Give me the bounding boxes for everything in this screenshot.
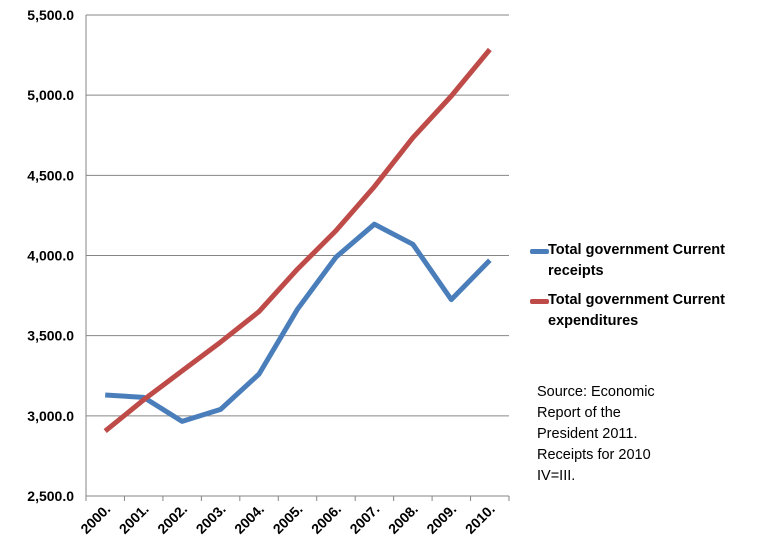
legend-label-receipts: Total government Current receipts [548, 242, 725, 279]
source-note-line: President 2011. [537, 426, 638, 442]
y-tick-label: 3,000.0 [27, 408, 74, 424]
source-note-line: Receipts for 2010 [537, 447, 651, 463]
x-tick-label: 2010. [462, 501, 498, 537]
series-line-expenditures [103, 47, 492, 434]
source-note: Source: Economic Report of the President… [537, 382, 707, 487]
x-tick-label: 2003. [193, 501, 229, 537]
y-tick-label: 3,500.0 [27, 328, 74, 344]
y-tick-label: 4,500.0 [27, 167, 74, 183]
y-tick-label: 5,000.0 [27, 87, 74, 103]
legend-item-expenditures: Total government Current expenditures [530, 290, 758, 332]
legend-label-expenditures: Total government Current expenditures [548, 292, 725, 329]
x-tick-label: 2001. [116, 501, 152, 537]
x-tick-label: 2007. [346, 501, 382, 537]
source-note-line: Source: Economic [537, 384, 655, 400]
x-tick-label: 2002. [154, 501, 190, 537]
chart-legend: Total government Current receipts Total … [530, 240, 758, 340]
series-line-receipts [105, 221, 492, 424]
x-tick-label: 2008. [385, 501, 421, 537]
x-tick-label: 2000. [77, 501, 113, 537]
legend-swatch-receipts [530, 249, 549, 254]
x-tick-label: 2004. [231, 501, 267, 537]
y-tick-label: 2,500.0 [27, 488, 74, 504]
x-tick-label: 2005. [270, 501, 306, 537]
source-note-line: Report of the [537, 405, 621, 421]
legend-swatch-expenditures [530, 299, 549, 304]
x-tick-label: 2009. [423, 501, 459, 537]
x-tick-label: 2006. [308, 501, 344, 537]
legend-item-receipts: Total government Current receipts [530, 240, 758, 282]
y-tick-label: 4,000.0 [27, 248, 74, 264]
source-note-line: IV=III. [537, 468, 576, 484]
y-tick-label: 5,500.0 [27, 7, 74, 23]
